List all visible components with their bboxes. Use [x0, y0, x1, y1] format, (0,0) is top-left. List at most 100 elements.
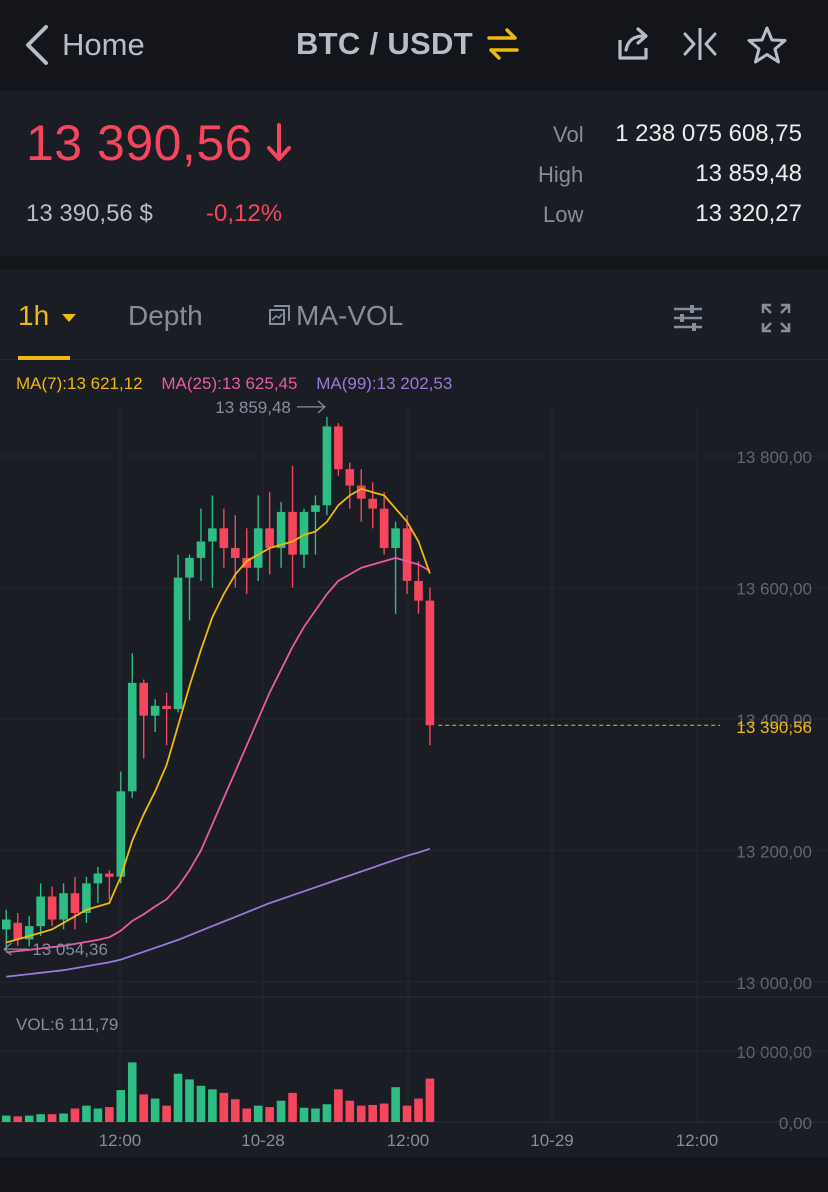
bottom-bar [0, 1158, 828, 1192]
volume-bar [242, 1108, 252, 1122]
candle-body [2, 919, 11, 930]
star-icon[interactable] [746, 24, 788, 66]
time-tick-label: 10-29 [530, 1131, 573, 1150]
ma99-line [6, 847, 431, 978]
volume-tick-label: 0,00 [779, 1114, 812, 1133]
candle-body [311, 505, 320, 512]
chart-tabs: 1h Depth MA-VOL [0, 270, 828, 360]
vol-value: 1 238 075 608,75 [615, 120, 802, 147]
candlestick-chart[interactable]: 13 800,00 13 600,00 13 400,00 13 200,00 13 0… [0, 270, 828, 1158]
top-nav: Home BTC / USDT [0, 0, 828, 90]
price-tick-label: 13 200,00 [736, 843, 812, 862]
candle-body [93, 873, 103, 884]
volume-bar [288, 1092, 297, 1122]
volume-bar [322, 1104, 332, 1122]
candle-body [139, 682, 148, 716]
volume-bar [47, 1114, 57, 1122]
ma-legend: MA(7):13 621,12 MA(25):13 625,45 MA(99):… [16, 374, 466, 394]
volume-bar [82, 1105, 91, 1122]
volume-bar [311, 1108, 320, 1122]
indicator-label: MA-VOL [296, 300, 404, 331]
volume-bar [24, 1115, 34, 1122]
time-tick-label: 12:00 [676, 1131, 719, 1150]
ticker-panel: 13 390,56 13 390,56 $ -0,12% Vol 1 238 0… [0, 90, 828, 256]
volume-bar [402, 1105, 412, 1122]
pair-title: BTC / USDT [296, 26, 473, 61]
price-tick-label: 13 600,00 [736, 580, 812, 599]
volume-bar [425, 1078, 435, 1122]
volume-bar [116, 1090, 126, 1122]
candle-body [150, 705, 160, 716]
tab-interval[interactable]: 1h [18, 300, 77, 332]
candle-body [116, 791, 126, 877]
high-value: 13 859,48 [695, 160, 802, 187]
share-icon[interactable] [614, 24, 654, 64]
candle-body [47, 896, 57, 920]
candle-body [13, 922, 23, 940]
compare-icon[interactable] [680, 24, 720, 64]
candle-body [299, 511, 309, 555]
candle-body [127, 682, 137, 792]
volume-bar [139, 1094, 148, 1122]
candle-body [70, 893, 80, 913]
volume-bar [93, 1108, 103, 1122]
candle-body [356, 485, 366, 499]
tab-active-underline [18, 356, 70, 360]
pair-selector[interactable]: BTC / USDT [296, 26, 521, 62]
change-percent: -0,12% [206, 200, 283, 227]
candle-body [391, 528, 400, 549]
tab-depth[interactable]: Depth [128, 300, 203, 331]
swap-arrows-icon[interactable] [485, 26, 521, 62]
volume-bar [13, 1116, 23, 1122]
volume-bar [231, 1099, 240, 1122]
candle-body [173, 577, 183, 710]
settings-sliders-icon[interactable] [670, 300, 706, 336]
ma25-value: MA(25):13 625,45 [161, 374, 298, 393]
volume-bar [127, 1062, 137, 1122]
candle-body [334, 426, 343, 470]
last-price-value: 13 390,56 [26, 115, 253, 171]
volume-bar [2, 1115, 11, 1122]
candle-body [36, 896, 45, 927]
candle-body [24, 926, 34, 940]
volume-bar [391, 1087, 400, 1122]
indicator-icon [269, 305, 290, 325]
candle-body [253, 528, 263, 568]
ma25-line [6, 556, 431, 954]
volume-bar [162, 1105, 171, 1122]
volume-bar [368, 1104, 377, 1122]
volume-bar [196, 1085, 206, 1122]
candle-body [82, 883, 91, 913]
volume-bar [265, 1107, 274, 1122]
candle-body [162, 705, 171, 710]
price-tick-label: 13 400,00 [736, 711, 812, 730]
volume-label: VOL:6 111,79 [16, 1015, 118, 1034]
volume-bar [276, 1100, 286, 1122]
volume-bar [414, 1098, 423, 1122]
back-button[interactable]: Home [22, 22, 145, 68]
candle-body [345, 469, 355, 486]
time-tick-label: 12:00 [99, 1131, 142, 1150]
candle-body [196, 541, 206, 558]
volume-tick-label: 10 000,00 [736, 1043, 812, 1062]
volume-bar [70, 1108, 80, 1122]
volume-bar [253, 1105, 263, 1122]
candle-body [208, 528, 217, 542]
ma7-line [6, 487, 431, 944]
volume-bar [185, 1079, 194, 1122]
candle-body [219, 528, 229, 549]
tab-indicator[interactable]: MA-VOL [268, 300, 403, 332]
fiat-price: 13 390,56 $ [26, 200, 153, 227]
price-tick-label: 13 000,00 [736, 974, 812, 993]
high-label: High [538, 162, 584, 187]
volume-bar [59, 1113, 68, 1122]
interval-label: 1h [18, 300, 50, 331]
fullscreen-icon[interactable] [758, 300, 794, 336]
min-price-annotation: 13 054,36 [32, 940, 108, 959]
candle-body [276, 511, 286, 549]
price-tick-label: 13 800,00 [736, 448, 812, 467]
candle-body [425, 600, 435, 726]
volume-bar [299, 1107, 309, 1122]
ma99-value: MA(99):13 202,53 [316, 374, 453, 393]
candle-body [322, 426, 332, 506]
